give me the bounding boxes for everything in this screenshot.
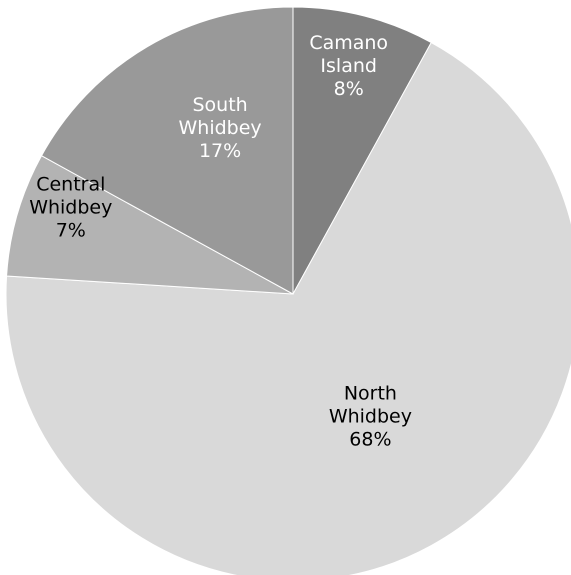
label-line: Island <box>320 55 377 77</box>
label-line: South <box>192 94 247 116</box>
label-line: 68% <box>349 428 391 450</box>
label-line: Camano <box>309 32 388 54</box>
label-line: Central <box>36 174 105 196</box>
slice-central-whidbey <box>6 155 294 295</box>
slice-labels: Camano Island 8%North Whidbey 68%Central Whid… <box>29 32 412 450</box>
slice-south-whidbey <box>40 6 294 295</box>
slice-north-whidbey <box>5 41 571 575</box>
pie-slices <box>5 6 571 575</box>
label-line: 17% <box>199 140 241 162</box>
label-line: Whidbey <box>179 117 262 139</box>
label-line: North <box>344 382 397 404</box>
label-line: 7% <box>56 220 86 242</box>
label-south-whidbey: South Whidbey 17% <box>179 94 262 162</box>
label-line: Whidbey <box>329 405 412 427</box>
label-line: 8% <box>334 78 364 100</box>
label-north-whidbey: North Whidbey 68% <box>329 382 412 450</box>
slice-camano-island <box>292 6 432 295</box>
label-central-whidbey: Central Whidbey 7% <box>29 174 112 242</box>
label-camano-island: Camano Island 8% <box>309 32 388 100</box>
label-line: Whidbey <box>29 197 112 219</box>
